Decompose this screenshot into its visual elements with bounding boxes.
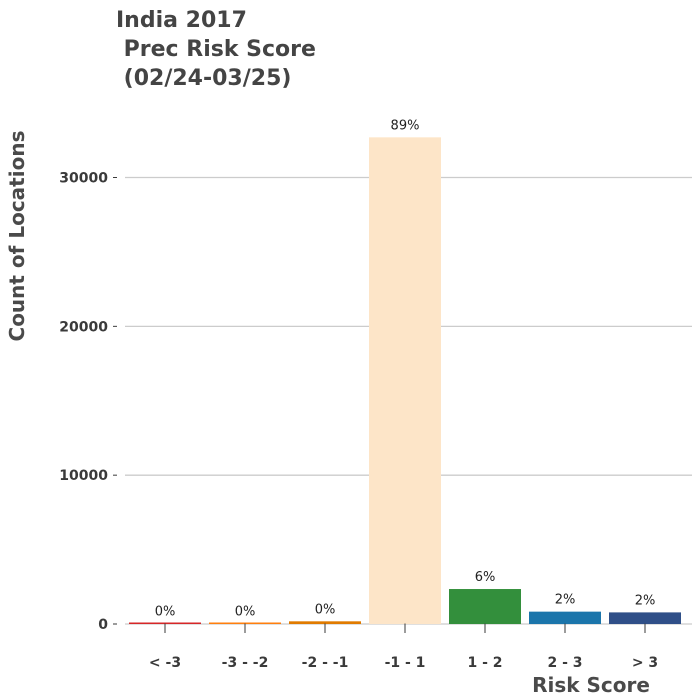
x-axis-ticks: < -3 -3 - -2 -2 - -1 -1 - 1 1 - 2 2 - 3 > 3 xyxy=(149,623,658,671)
x-tick-label-5: 2 - 3 xyxy=(547,655,582,671)
y-tick-label-20000: 20000 xyxy=(59,319,108,335)
data-label-6: 2% xyxy=(635,593,656,608)
x-tick-label-3: -1 - 1 xyxy=(385,655,426,671)
x-tick-label-0: < -3 xyxy=(149,655,181,671)
bar-3 xyxy=(369,137,441,624)
y-axis-ticks: 0 10000 20000 30000 xyxy=(59,171,117,633)
bar-4 xyxy=(449,589,521,624)
data-label-0: 0% xyxy=(155,605,176,620)
bar-0 xyxy=(129,622,201,624)
bar-5 xyxy=(529,611,601,624)
y-axis-title: Count of Locations xyxy=(5,131,29,342)
x-tick-label-6: > 3 xyxy=(632,655,658,671)
x-tick-label-1: -3 - -2 xyxy=(222,655,269,671)
bar-6 xyxy=(609,612,681,624)
bars xyxy=(129,137,681,624)
x-tick-label-2: -2 - -1 xyxy=(302,655,349,671)
y-tick-label-10000: 10000 xyxy=(59,468,108,484)
data-label-3: 89% xyxy=(391,118,420,133)
data-label-1: 0% xyxy=(235,605,256,620)
x-axis-title: Risk Score xyxy=(532,673,650,697)
data-labels: 0% 0% 0% 89% 6% 2% 2% xyxy=(155,118,656,619)
bar-1 xyxy=(209,622,281,624)
data-label-5: 2% xyxy=(555,593,576,608)
bar-2 xyxy=(289,621,361,624)
y-tick-label-0: 0 xyxy=(98,617,108,633)
data-label-4: 6% xyxy=(475,570,496,585)
data-label-2: 0% xyxy=(315,602,336,617)
y-tick-label-30000: 30000 xyxy=(59,171,108,187)
x-tick-label-4: 1 - 2 xyxy=(467,655,502,671)
chart-title: India 2017 Prec Risk Score (02/24-03/25) xyxy=(116,8,316,91)
